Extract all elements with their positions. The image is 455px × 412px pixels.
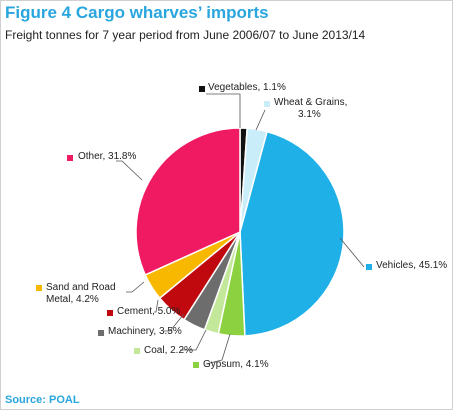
leader-lines <box>116 93 365 365</box>
chart-source: Source: POAL <box>5 394 80 406</box>
slice-label: Cement, 5.0% <box>117 306 180 317</box>
leader-line <box>205 333 231 365</box>
slice-label: Other, 31.8% <box>78 151 136 162</box>
slice-label: Machinery, 3.5% <box>108 326 182 337</box>
leader-line <box>154 299 159 313</box>
slice-label: Vehicles, 45.1% <box>376 260 447 271</box>
slice-label: Wheat & Grains, 3.1% <box>274 97 347 120</box>
slice-labels: Vegetables, 1.1% Wheat & Grains, 3.1% Vehic… <box>36 82 447 370</box>
leader-line <box>126 281 145 293</box>
chart-subtitle: Freight tonnes for 7 year period from Ju… <box>5 28 366 42</box>
legend-swatch <box>199 86 205 92</box>
legend-swatch <box>36 285 42 291</box>
leader-line <box>255 109 266 131</box>
slice-label: Sand and Road Metal, 4.2% <box>46 282 116 305</box>
chart-title: Figure 4 Cargo wharves’ imports <box>5 3 269 22</box>
leader-line <box>164 313 185 332</box>
legend-swatch <box>107 310 113 316</box>
slice-label: Coal, 2.2% <box>144 345 193 356</box>
slice-label: Gypsum, 4.1% <box>203 359 269 370</box>
slice-label: Vegetables, 1.1% <box>208 82 286 93</box>
legend-swatch <box>193 362 199 368</box>
pie-slice <box>239 130 345 337</box>
leader-line <box>339 237 365 268</box>
legend-swatch <box>98 330 104 336</box>
legend-swatch <box>134 348 140 354</box>
legend-swatch <box>366 264 372 270</box>
legend-swatch <box>264 101 270 107</box>
pie-slices <box>135 127 345 337</box>
pie-slice <box>135 127 241 276</box>
leader-line <box>180 329 207 351</box>
leader-line <box>116 160 143 181</box>
legend-swatch <box>67 155 73 161</box>
leader-line <box>206 93 241 128</box>
